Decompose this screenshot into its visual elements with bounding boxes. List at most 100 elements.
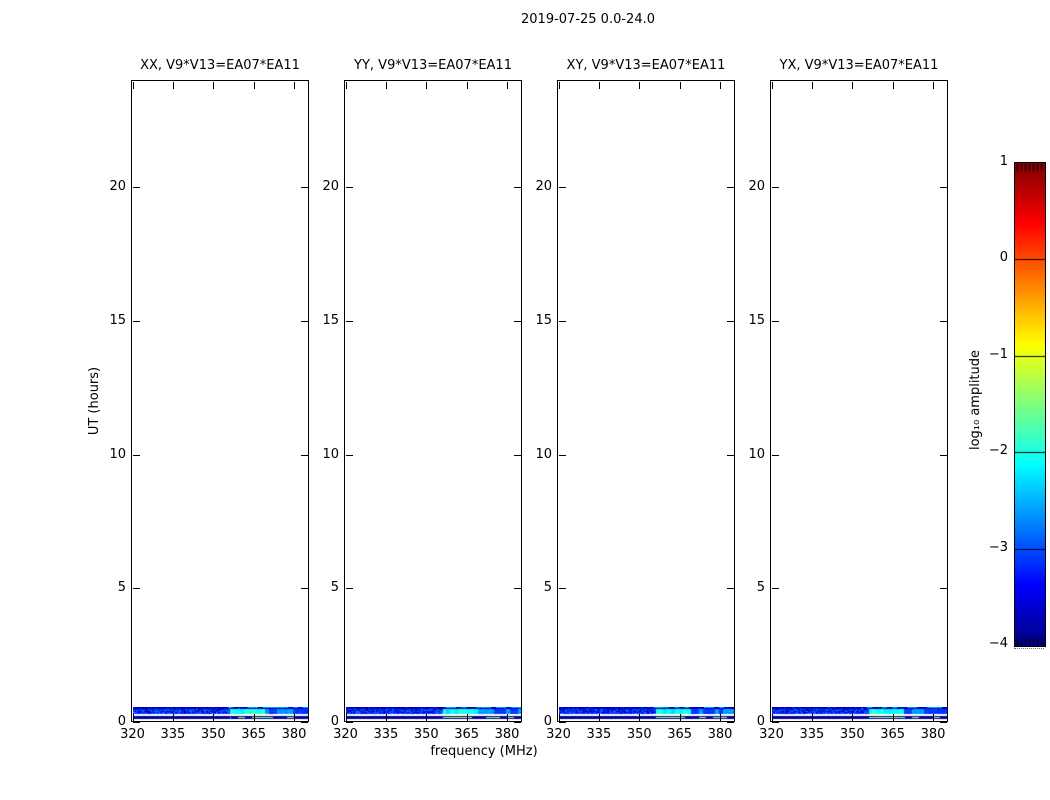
y-axis-tick-label: 0: [330, 714, 339, 729]
y-tick-mark: [132, 454, 140, 456]
data-band-canvas-yx: [771, 707, 947, 721]
y-tick-mark: [300, 454, 308, 456]
y-axis-tick-label: 0: [117, 714, 126, 729]
x-axis-tick-label: 335: [799, 727, 825, 742]
y-tick-mark: [939, 454, 947, 456]
x-tick-mark: [253, 81, 255, 89]
colorbar-tick-label: −1: [988, 347, 1008, 362]
x-tick-mark: [172, 81, 174, 89]
x-tick-mark: [507, 81, 509, 89]
y-tick-mark: [513, 187, 521, 188]
x-tick-mark: [720, 81, 722, 89]
colorbar-canvas: [1014, 162, 1046, 647]
y-tick-mark: [132, 320, 140, 322]
y-tick-mark: [558, 588, 566, 590]
y-tick-mark: [558, 320, 566, 322]
y-tick-mark: [132, 187, 140, 188]
y-tick-mark: [939, 722, 947, 723]
y-tick-mark: [345, 588, 353, 590]
x-axis-tick-label: 350: [839, 727, 865, 742]
x-tick-mark: [639, 713, 641, 721]
x-tick-mark: [771, 81, 773, 89]
x-tick-mark: [466, 81, 468, 89]
data-band-canvas-xy: [558, 707, 734, 721]
x-tick-mark: [892, 81, 894, 89]
y-tick-mark: [558, 454, 566, 456]
x-axis-tick-label: 335: [373, 727, 399, 742]
colorbar-tick-label: −2: [988, 443, 1008, 458]
x-tick-mark: [598, 713, 600, 721]
panel-box: [344, 80, 522, 722]
figure-title: 2019-07-25 0.0-24.0: [521, 12, 655, 27]
y-axis-tick-label: 5: [543, 580, 552, 596]
x-axis-tick-label: 335: [160, 727, 186, 742]
x-tick-mark: [639, 81, 641, 89]
x-tick-mark: [933, 81, 935, 89]
x-axis-tick-label: 335: [586, 727, 612, 742]
x-tick-mark: [466, 713, 468, 721]
x-tick-mark: [132, 713, 134, 721]
y-tick-mark: [771, 722, 779, 723]
colorbar-tick-label: −4: [988, 636, 1008, 651]
y-tick-mark: [132, 588, 140, 590]
x-axis-tick-label: 380: [707, 727, 733, 742]
x-axis-tick-label: 320: [333, 727, 358, 742]
y-tick-mark: [939, 320, 947, 322]
y-tick-mark: [726, 454, 734, 456]
x-axis-tick-label: 380: [920, 727, 946, 742]
x-tick-mark: [507, 713, 509, 721]
x-axis-tick-label: 365: [667, 727, 693, 742]
x-axis-tick-label: 380: [281, 727, 307, 742]
y-tick-mark: [345, 320, 353, 322]
y-tick-mark: [726, 187, 734, 188]
y-axis-tick-label: 10: [748, 446, 765, 462]
y-tick-mark: [939, 187, 947, 188]
y-tick-mark: [345, 187, 353, 188]
x-axis-tick-label: 365: [880, 727, 906, 742]
x-tick-mark: [385, 81, 387, 89]
y-axis-tick-label: 10: [322, 446, 339, 462]
y-tick-mark: [300, 588, 308, 590]
x-tick-mark: [253, 713, 255, 721]
y-axis-tick-label: 15: [109, 312, 126, 328]
x-axis-tick-label: 350: [413, 727, 439, 742]
y-axis-tick-label: 20: [322, 179, 339, 194]
x-tick-mark: [132, 81, 134, 89]
y-tick-mark: [513, 588, 521, 590]
y-axis-tick-label: 5: [330, 580, 339, 596]
y-axis-tick-label: 5: [117, 580, 126, 596]
y-tick-mark: [771, 320, 779, 322]
y-tick-mark: [726, 588, 734, 590]
x-tick-mark: [213, 713, 215, 721]
x-tick-mark: [172, 713, 174, 721]
y-axis-tick-label: 0: [543, 714, 552, 729]
y-tick-mark: [558, 187, 566, 188]
x-axis-tick-label: 350: [200, 727, 226, 742]
x-tick-mark: [679, 81, 681, 89]
data-band-canvas-yy: [345, 707, 521, 721]
y-axis-tick-label: 15: [322, 312, 339, 328]
x-tick-mark: [771, 713, 773, 721]
x-tick-mark: [213, 81, 215, 89]
y-axis-tick-label: 10: [109, 446, 126, 462]
y-tick-mark: [300, 722, 308, 723]
x-tick-mark: [852, 81, 854, 89]
x-axis-tick-label: 320: [546, 727, 571, 742]
y-axis-tick-label: 5: [756, 580, 765, 596]
y-tick-mark: [939, 588, 947, 590]
colorbar-tick-label: 1: [999, 154, 1008, 169]
x-axis-tick-label: 365: [241, 727, 267, 742]
panel-title: YY, V9*V13=EA07*EA11: [354, 58, 512, 73]
panel-title: XX, V9*V13=EA07*EA11: [140, 58, 300, 73]
x-tick-mark: [345, 81, 347, 89]
y-tick-mark: [771, 588, 779, 590]
x-tick-mark: [426, 81, 428, 89]
panel-title: YX, V9*V13=EA07*EA11: [779, 58, 939, 73]
y-axis-tick-label: 20: [748, 179, 765, 194]
y-tick-mark: [771, 454, 779, 456]
y-axis-tick-label: 10: [535, 446, 552, 462]
x-tick-mark: [294, 713, 296, 721]
data-band-canvas-xx: [132, 707, 308, 721]
colorbar-tick-label: 0: [999, 250, 1008, 265]
y-tick-mark: [726, 722, 734, 723]
